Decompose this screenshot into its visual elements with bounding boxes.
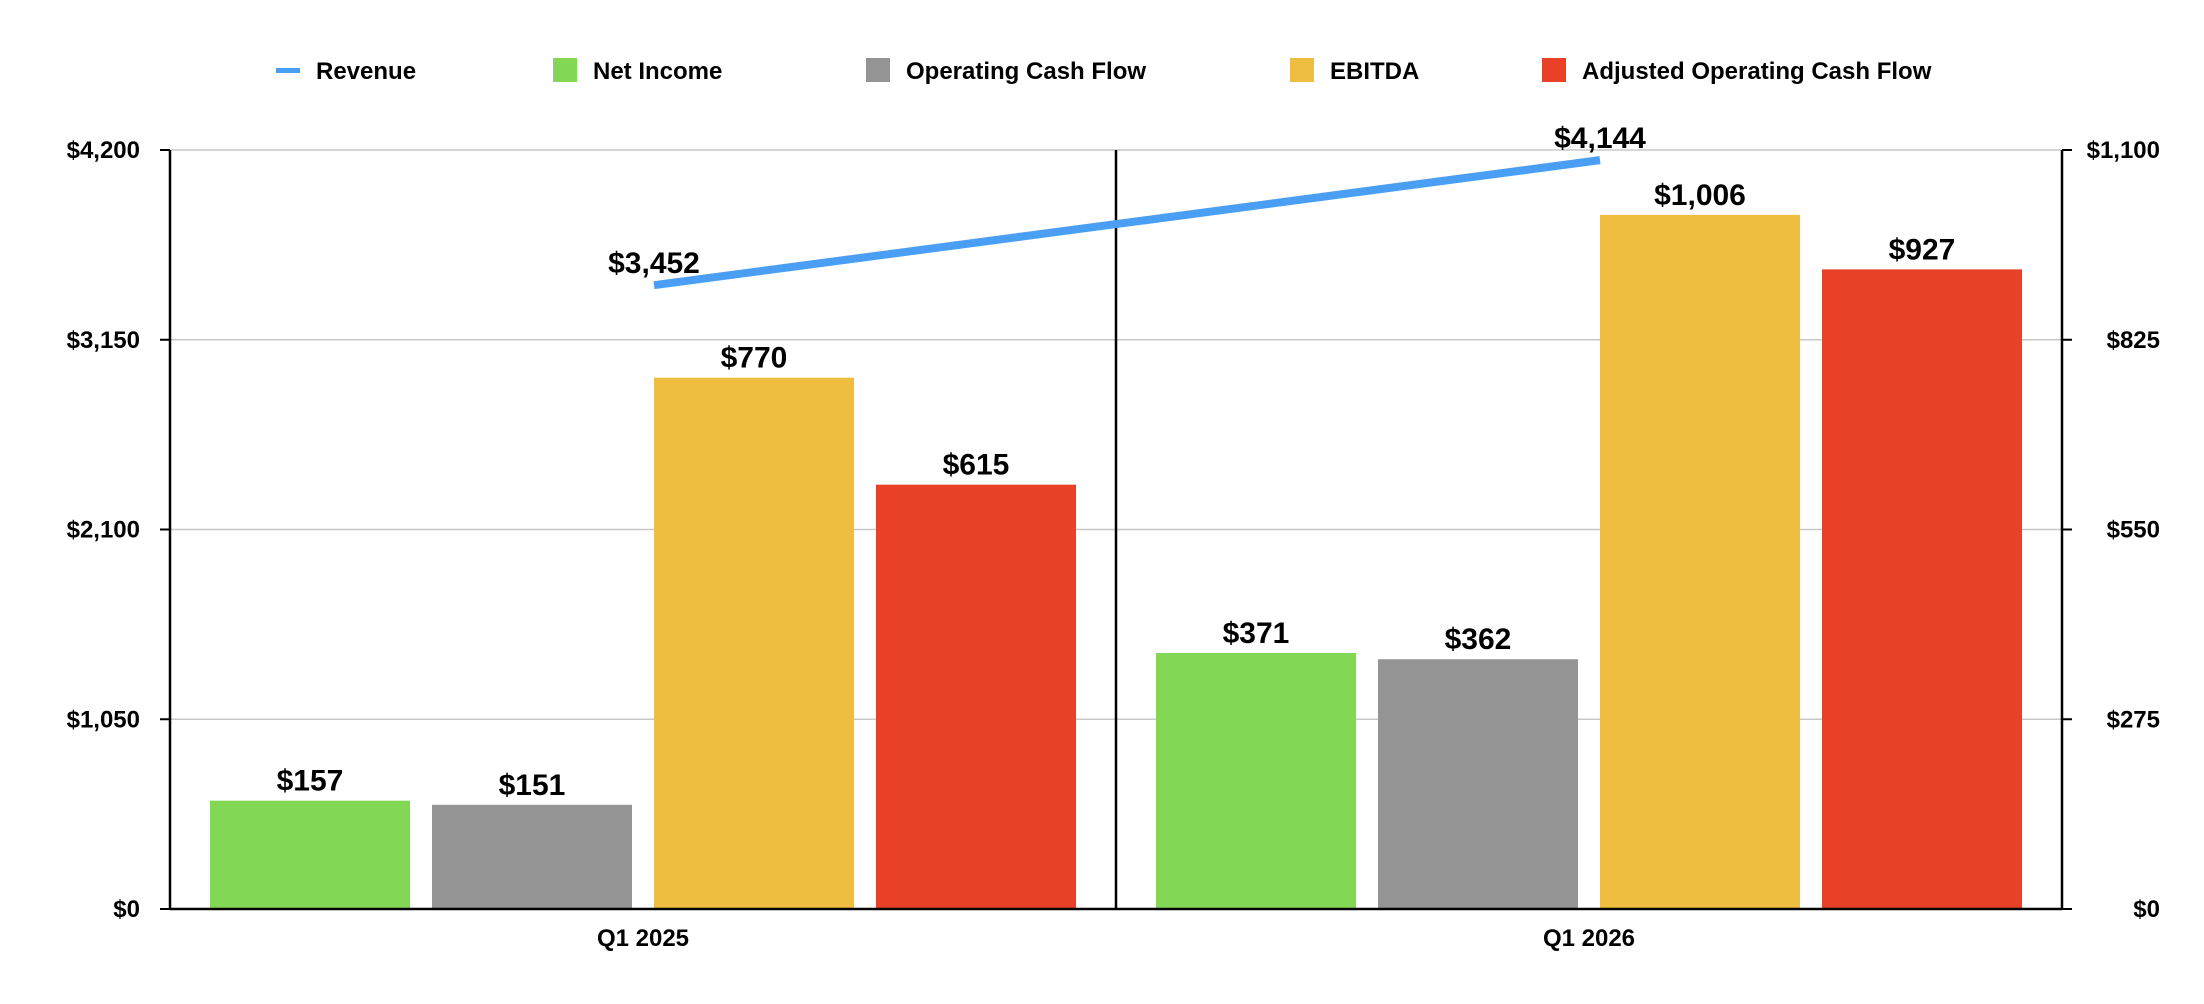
data-label-ebitda: $1,006 (1654, 179, 1746, 212)
data-label-ebitda: $770 (721, 342, 788, 375)
y-left-tick-label: $0 (113, 896, 140, 923)
legend-swatch-adjusted-operating-cash-flow (1542, 58, 1566, 82)
bar-adjusted-operating-cash-flow (876, 484, 1076, 909)
bar-operating-cash-flow (1378, 659, 1578, 909)
legend-label-revenue: Revenue (316, 58, 416, 85)
bar-ebitda (1600, 214, 1800, 910)
data-labels: $157 $151 $770 $615 $371 $362 $1,006 $927 $3,452… (277, 122, 1956, 802)
legend: Revenue Net Income Operating Cash Flow EBIT… (276, 58, 1932, 85)
y-left-tick-label: $4,200 (67, 137, 140, 164)
y-left-tick-label: $3,150 (67, 327, 140, 354)
legend-swatch-net-income (553, 58, 577, 82)
revenue-line (653, 156, 1601, 290)
bar-net-income (1156, 653, 1356, 909)
y-right-tick-label: $1,100 (2087, 137, 2160, 164)
legend-swatch-ebitda (1290, 58, 1314, 82)
legend-swatch-operating-cash-flow (866, 58, 890, 82)
data-label-operating-cash-flow: $151 (499, 769, 566, 802)
bar-adjusted-operating-cash-flow (1822, 269, 2022, 909)
data-label-net-income: $371 (1223, 617, 1290, 650)
line-revenue (653, 156, 1601, 290)
axes: $0 $1,050 $2,100 $3,150 $4,200 $0 $275 $550 $825… (67, 137, 2160, 952)
data-label-adjusted-operating-cash-flow: $927 (1889, 233, 1956, 266)
legend-label-adjusted-operating-cash-flow: Adjusted Operating Cash Flow (1582, 58, 1932, 85)
x-tick-label: Q1 2026 (1543, 925, 1635, 952)
bar-net-income (210, 800, 410, 909)
y-right-tick-label: $275 (2107, 706, 2160, 733)
y-right-tick-label: $825 (2107, 327, 2160, 354)
legend-label-operating-cash-flow: Operating Cash Flow (906, 58, 1146, 85)
y-left-tick-label: $1,050 (67, 706, 140, 733)
data-label-adjusted-operating-cash-flow: $615 (943, 449, 1010, 482)
legend-swatch-revenue (276, 68, 300, 73)
legend-label-net-income: Net Income (593, 58, 722, 85)
y-right-tick-label: $550 (2107, 517, 2160, 544)
x-tick-label: Q1 2025 (597, 925, 689, 952)
data-label-operating-cash-flow: $362 (1445, 623, 1512, 656)
bar-operating-cash-flow (432, 804, 632, 909)
y-left-tick-label: $2,100 (67, 517, 140, 544)
data-label-net-income: $157 (277, 765, 344, 798)
data-label-revenue: $4,144 (1554, 122, 1646, 155)
bars (210, 214, 2022, 910)
bar-ebitda (654, 377, 854, 909)
data-label-revenue: $3,452 (608, 247, 700, 280)
legend-label-ebitda: EBITDA (1330, 58, 1419, 85)
y-right-tick-label: $0 (2133, 896, 2160, 923)
